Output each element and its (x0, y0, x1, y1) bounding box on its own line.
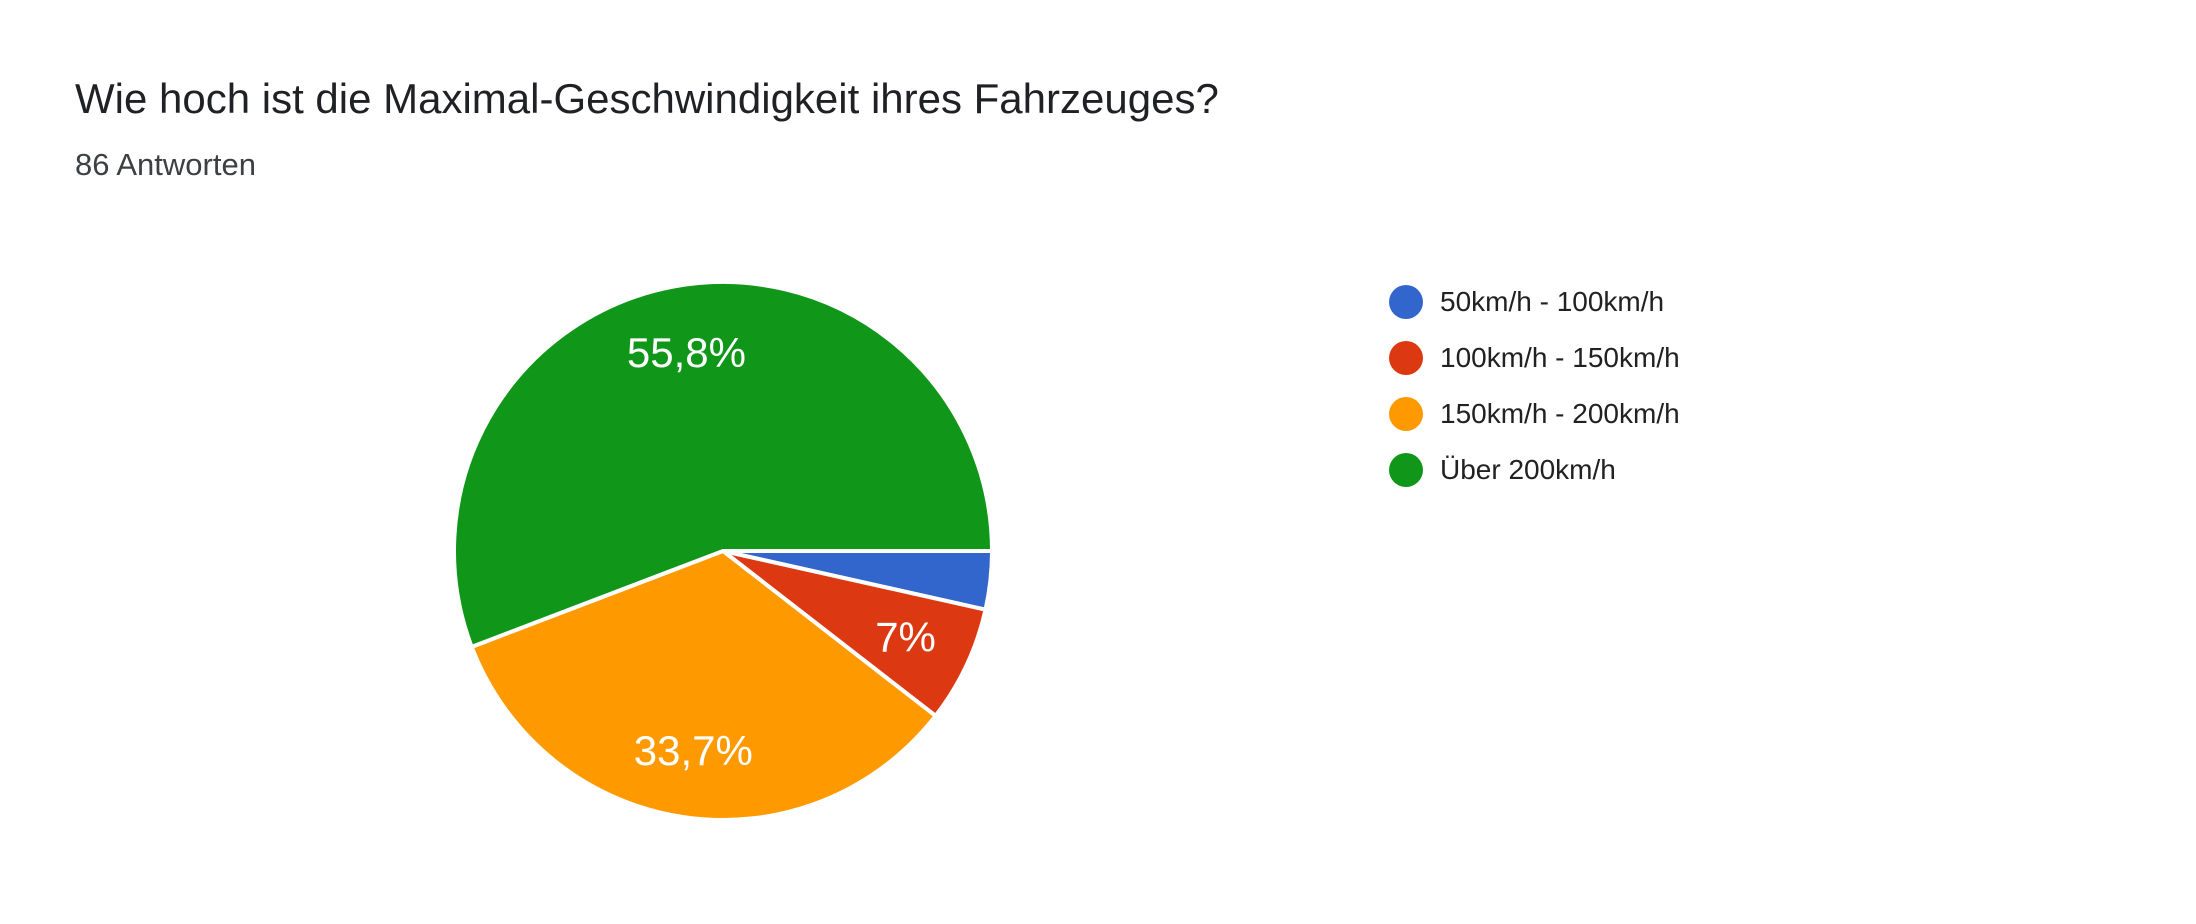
pie-slice-label-2: 7% (875, 613, 936, 660)
question-title: Wie hoch ist die Maximal-Geschwindigkeit… (75, 75, 1219, 122)
legend-swatch-icon (1389, 397, 1423, 431)
legend-label: 50km/h - 100km/h (1440, 286, 1665, 317)
pie-slice-3[interactable] (469, 549, 938, 822)
legend-item-3: 150km/h - 200km/h (1389, 397, 1680, 431)
responses-count: 86 Antworten (75, 147, 256, 182)
pie-slice-label-4: 55,8% (627, 329, 746, 376)
pie-slice-4[interactable] (452, 280, 994, 649)
legend-label: 150km/h - 200km/h (1440, 398, 1680, 429)
legend-item-1: 50km/h - 100km/h (1389, 285, 1680, 319)
pie-chart: 7% 33,7% 55,8% (452, 280, 994, 822)
legend-swatch-icon (1389, 453, 1423, 487)
legend-swatch-icon (1389, 285, 1423, 319)
legend-label: 100km/h - 150km/h (1440, 342, 1680, 373)
legend-label: Über 200km/h (1440, 454, 1616, 485)
legend-item-2: 100km/h - 150km/h (1389, 341, 1680, 375)
legend-swatch-icon (1389, 341, 1423, 375)
chart-legend: 50km/h - 100km/h 100km/h - 150km/h 150km/h… (1389, 285, 1680, 487)
pie-slice-label-3: 33,7% (634, 727, 753, 774)
pie-slice-2[interactable] (721, 549, 988, 718)
legend-item-4: Über 200km/h (1389, 453, 1680, 487)
